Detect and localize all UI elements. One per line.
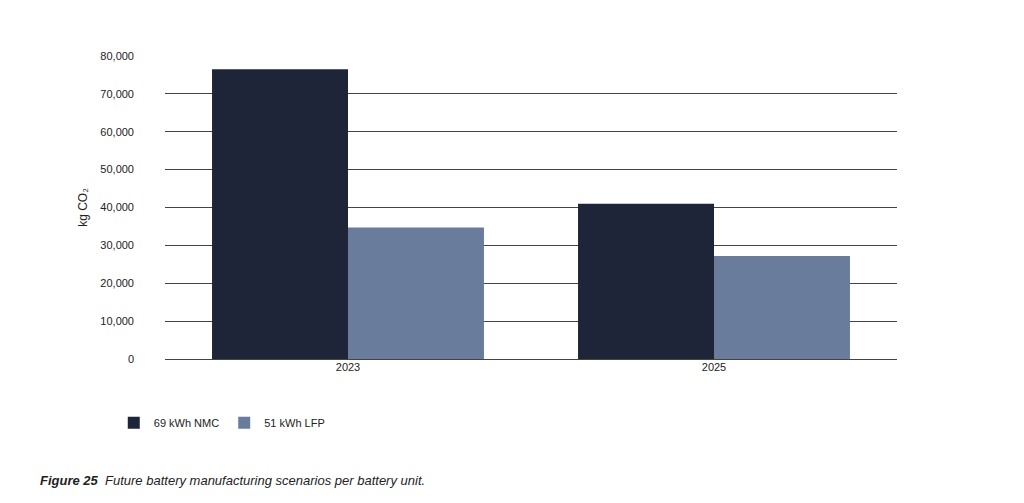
svg-text:70,000: 70,000: [100, 88, 134, 100]
svg-text:Figure 25 Future battery manu: Figure 25 Future battery manufacturing s…: [40, 473, 425, 488]
svg-text:80,000: 80,000: [100, 50, 134, 62]
svg-text:20,000: 20,000: [100, 277, 134, 289]
svg-text:50,000: 50,000: [100, 163, 134, 175]
svg-text:30,000: 30,000: [100, 239, 134, 251]
svg-text:10,000: 10,000: [100, 315, 134, 327]
svg-text:kg CO₂: kg CO₂: [76, 188, 90, 227]
svg-text:51 kWh LFP: 51 kWh LFP: [264, 417, 325, 429]
svg-text:60,000: 60,000: [100, 126, 134, 138]
svg-text:2025: 2025: [702, 361, 726, 373]
svg-text:0: 0: [128, 353, 134, 365]
svg-text:2023: 2023: [336, 361, 360, 373]
svg-text:69 kWh NMC: 69 kWh NMC: [154, 417, 219, 429]
svg-text:40,000: 40,000: [100, 201, 134, 213]
